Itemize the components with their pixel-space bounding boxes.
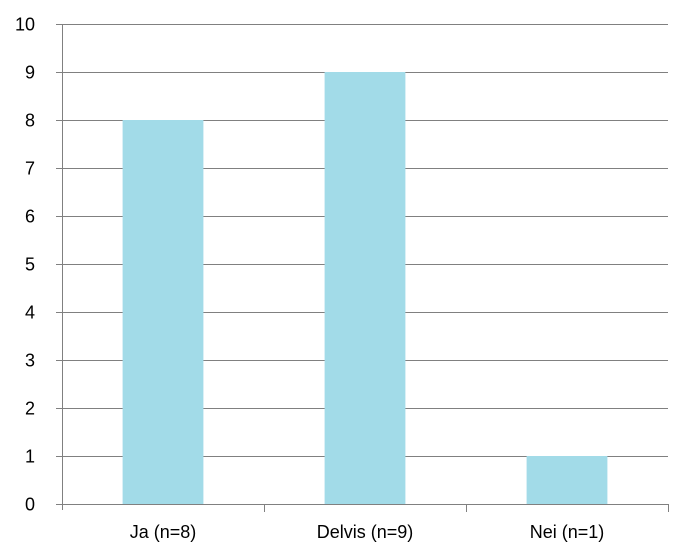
bar-3 [526,456,608,504]
x-tick-label-3: Nei (n=1) [530,522,605,542]
bar-2 [324,72,406,504]
y-tick-label-3: 3 [25,351,35,371]
bar-1 [122,120,204,504]
y-tick-label-6: 6 [25,207,35,227]
y-tick-label-10: 10 [15,15,35,35]
y-tick-label-0: 0 [25,495,35,515]
y-tick-label-7: 7 [25,159,35,179]
y-tick-label-9: 9 [25,63,35,83]
y-tick-label-8: 8 [25,111,35,131]
y-tick-label-1: 1 [25,447,35,467]
y-tick-label-5: 5 [25,255,35,275]
x-tick-label-2: Delvis (n=9) [317,522,414,542]
y-tick-label-4: 4 [25,303,35,323]
labels: 0 1 2 3 4 5 6 7 8 9 10 Ja (n=8) Delvis (n=9) Nei (n=1… [15,15,604,543]
x-tick-label-1: Ja (n=8) [130,522,197,542]
axes [56,24,669,512]
bars [122,72,608,504]
y-tick-label-2: 2 [25,399,35,419]
